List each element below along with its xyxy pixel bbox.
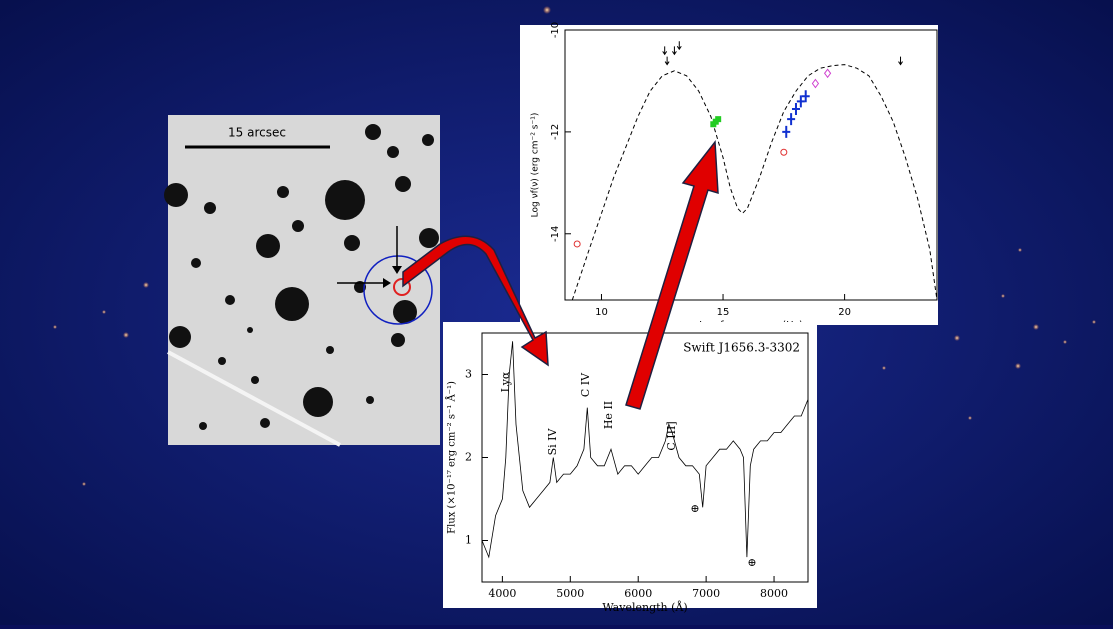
y-axis-label: Flux (×10⁻¹⁷ erg cm⁻² s⁻¹ Å⁻¹) bbox=[446, 381, 458, 534]
optical-image: 15 arcsec bbox=[164, 115, 440, 447]
y-tick-label: 3 bbox=[465, 368, 472, 381]
data-point bbox=[791, 102, 800, 115]
data-point bbox=[664, 56, 670, 66]
red-arrows bbox=[402, 139, 719, 410]
data-point bbox=[782, 125, 791, 138]
y-tick-label: 2 bbox=[465, 451, 472, 464]
x-axis-label: Wavelength (Å) bbox=[602, 600, 687, 614]
data-point bbox=[823, 68, 832, 79]
data-point bbox=[573, 240, 581, 248]
x-tick-label: 8000 bbox=[760, 587, 788, 600]
data-point bbox=[801, 90, 810, 103]
y-tick-label: -10 bbox=[550, 22, 561, 38]
data-point bbox=[787, 113, 796, 126]
line-annotation: Si IV bbox=[546, 428, 559, 456]
x-tick-label: 15 bbox=[717, 307, 730, 318]
scale-label: 15 arcsec bbox=[228, 126, 286, 140]
data-point bbox=[898, 56, 903, 66]
line-annotation: Lyα bbox=[499, 371, 512, 392]
line-annotation: C IV bbox=[579, 372, 592, 397]
y-tick-label: -12 bbox=[550, 124, 561, 140]
x-tick-label: 20 bbox=[838, 307, 851, 318]
background-stars bbox=[53, 6, 1096, 486]
spectrum-panel: 4000 5000 6000 7000 8000 1 2 3 Wavelength (Å) Flu… bbox=[443, 322, 817, 614]
data-point bbox=[780, 148, 788, 156]
data-point bbox=[796, 95, 805, 108]
x-tick-label: 7000 bbox=[692, 587, 720, 600]
data-point bbox=[811, 78, 820, 89]
x-tick-label: 4000 bbox=[488, 587, 516, 600]
y-tick-label: -14 bbox=[550, 226, 561, 242]
y-tick-label: 1 bbox=[465, 534, 472, 547]
x-tick-label: 6000 bbox=[624, 587, 652, 600]
x-tick-label: 10 bbox=[595, 307, 608, 318]
y-axis-label: Log νf(ν) (erg cm⁻² s⁻¹) bbox=[531, 113, 541, 218]
plot-frame bbox=[564, 29, 938, 301]
data-line bbox=[571, 64, 938, 301]
line-annotation: ⊕ bbox=[690, 502, 699, 515]
data-point bbox=[676, 41, 682, 51]
line-annotation: He II bbox=[602, 401, 615, 429]
data-line bbox=[481, 341, 809, 559]
data-point bbox=[715, 116, 722, 123]
chart-title: Swift J1656.3-3302 bbox=[683, 341, 800, 355]
data-point bbox=[662, 46, 668, 56]
line-annotation: ⊕ bbox=[747, 556, 756, 569]
x-tick-label: 5000 bbox=[556, 587, 584, 600]
data-point bbox=[671, 46, 677, 56]
